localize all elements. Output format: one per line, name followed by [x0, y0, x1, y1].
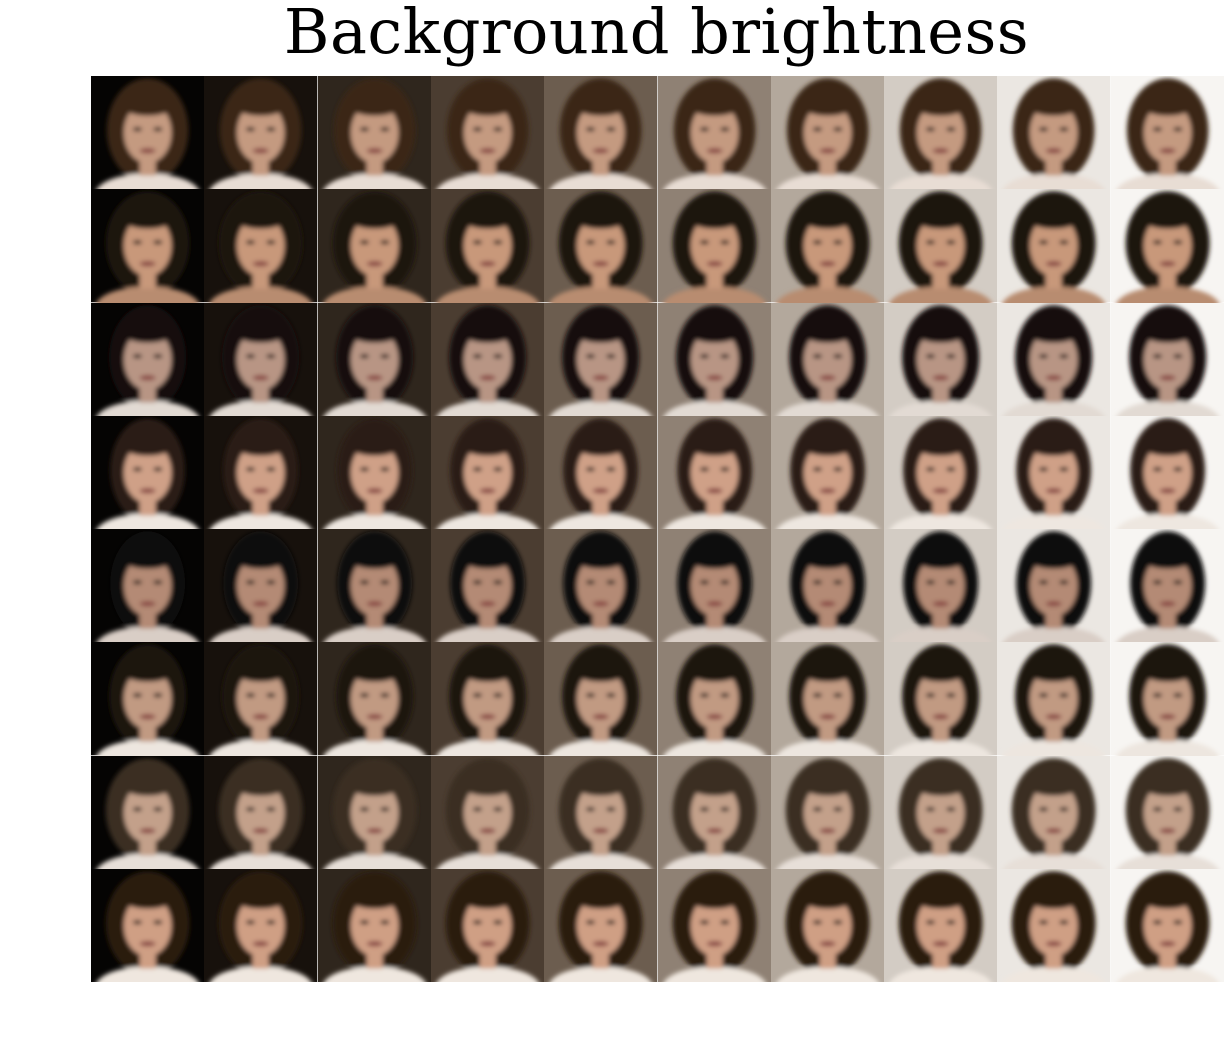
face-thumbnail	[91, 415, 205, 529]
face-thumbnail	[91, 642, 205, 756]
face-thumbnail	[544, 302, 658, 416]
face-thumbnail	[204, 755, 318, 869]
face-thumbnail	[430, 76, 545, 190]
face-thumbnail	[204, 642, 318, 756]
face-thumbnail	[997, 415, 1111, 529]
face-thumbnail	[770, 189, 885, 303]
face-thumbnail	[204, 868, 318, 982]
face-thumbnail	[430, 642, 545, 756]
face-thumbnail	[544, 189, 658, 303]
face-thumbnail	[1110, 755, 1224, 869]
face-thumbnail	[204, 415, 318, 529]
face-thumbnail	[884, 529, 998, 643]
face-thumbnail	[997, 76, 1111, 190]
face-thumbnail	[997, 868, 1111, 982]
face-thumbnail	[884, 868, 998, 982]
face-image-grid	[91, 76, 1224, 982]
face-thumbnail	[317, 189, 431, 303]
face-thumbnail	[430, 868, 545, 982]
face-thumbnail	[997, 529, 1111, 643]
face-thumbnail	[544, 415, 658, 529]
face-thumbnail	[770, 302, 885, 416]
face-thumbnail	[317, 302, 431, 416]
face-thumbnail	[430, 302, 545, 416]
face-thumbnail	[1110, 642, 1224, 756]
face-thumbnail	[884, 415, 998, 529]
face-thumbnail	[430, 415, 545, 529]
face-thumbnail	[317, 529, 431, 643]
face-thumbnail	[544, 642, 658, 756]
face-thumbnail	[317, 868, 431, 982]
face-thumbnail	[657, 76, 771, 190]
face-thumbnail	[204, 189, 318, 303]
face-thumbnail	[1110, 189, 1224, 303]
face-thumbnail	[91, 302, 205, 416]
face-thumbnail	[657, 868, 771, 982]
face-thumbnail	[430, 755, 545, 869]
face-thumbnail	[544, 868, 658, 982]
face-thumbnail	[91, 529, 205, 643]
face-thumbnail	[657, 642, 771, 756]
face-thumbnail	[91, 755, 205, 869]
face-thumbnail	[657, 302, 771, 416]
face-thumbnail	[770, 415, 885, 529]
face-thumbnail	[544, 76, 658, 190]
face-thumbnail	[770, 642, 885, 756]
face-thumbnail	[1110, 415, 1224, 529]
face-thumbnail	[884, 642, 998, 756]
face-thumbnail	[884, 302, 998, 416]
face-thumbnail	[91, 189, 205, 303]
face-thumbnail	[770, 529, 885, 643]
face-thumbnail	[997, 189, 1111, 303]
face-thumbnail	[770, 76, 885, 190]
face-thumbnail	[770, 868, 885, 982]
face-thumbnail	[657, 189, 771, 303]
face-thumbnail	[884, 189, 998, 303]
face-thumbnail	[544, 529, 658, 643]
face-thumbnail	[1110, 302, 1224, 416]
face-thumbnail	[430, 189, 545, 303]
face-thumbnail	[657, 415, 771, 529]
face-thumbnail	[317, 415, 431, 529]
face-thumbnail	[997, 755, 1111, 869]
face-thumbnail	[317, 642, 431, 756]
face-thumbnail	[997, 302, 1111, 416]
face-thumbnail	[430, 529, 545, 643]
face-thumbnail	[544, 755, 658, 869]
face-thumbnail	[997, 642, 1111, 756]
face-thumbnail	[657, 529, 771, 643]
face-thumbnail	[204, 529, 318, 643]
face-thumbnail	[1110, 868, 1224, 982]
face-thumbnail	[1110, 529, 1224, 643]
figure-title: Background brightness	[283, 0, 1030, 68]
face-thumbnail	[1110, 76, 1224, 190]
face-thumbnail	[884, 755, 998, 869]
face-thumbnail	[204, 302, 318, 416]
face-thumbnail	[317, 755, 431, 869]
face-thumbnail	[91, 76, 205, 190]
face-thumbnail	[317, 76, 431, 190]
face-thumbnail	[884, 76, 998, 190]
face-thumbnail	[91, 868, 205, 982]
face-thumbnail	[657, 755, 771, 869]
face-thumbnail	[204, 76, 318, 190]
face-thumbnail	[770, 755, 885, 869]
